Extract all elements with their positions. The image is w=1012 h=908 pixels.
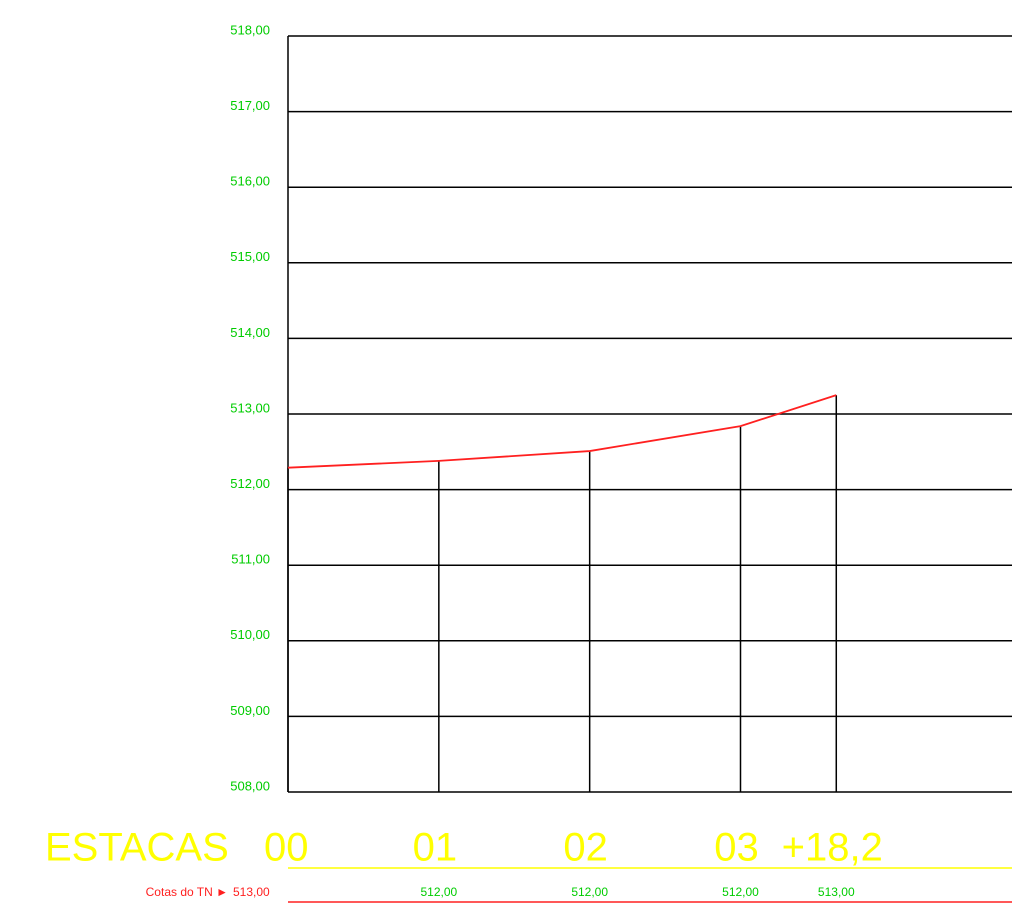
y-tick-label: 511,00 bbox=[231, 552, 270, 567]
station-label: 02 bbox=[563, 826, 608, 870]
station-title: ESTACAS bbox=[45, 826, 229, 870]
y-tick-label: 512,00 bbox=[230, 476, 270, 491]
y-tick-label: 516,00 bbox=[230, 174, 270, 189]
station-label: 01 bbox=[413, 826, 458, 870]
tn-value: 512,00 bbox=[420, 885, 457, 899]
y-tick-label: 514,00 bbox=[230, 325, 270, 340]
station-label: +18,2 bbox=[782, 826, 883, 870]
y-tick-label: 515,00 bbox=[230, 249, 270, 264]
tn-value: 513,00 bbox=[233, 885, 270, 899]
tn-value: 512,00 bbox=[722, 885, 759, 899]
y-tick-label: 513,00 bbox=[230, 400, 270, 415]
y-tick-label: 509,00 bbox=[230, 703, 270, 718]
terrain-line bbox=[287, 394, 837, 469]
y-tick-label: 510,00 bbox=[230, 627, 270, 642]
y-tick-label: 518,00 bbox=[230, 22, 270, 37]
y-tick-label: 508,00 bbox=[230, 778, 270, 793]
tn-value: 513,00 bbox=[818, 885, 855, 899]
tn-value: 512,00 bbox=[571, 885, 608, 899]
tn-title: Cotas do TN ► bbox=[146, 885, 228, 899]
station-label: 03 bbox=[714, 826, 759, 870]
station-label: 00 bbox=[264, 826, 309, 870]
y-tick-label: 517,00 bbox=[230, 98, 270, 113]
